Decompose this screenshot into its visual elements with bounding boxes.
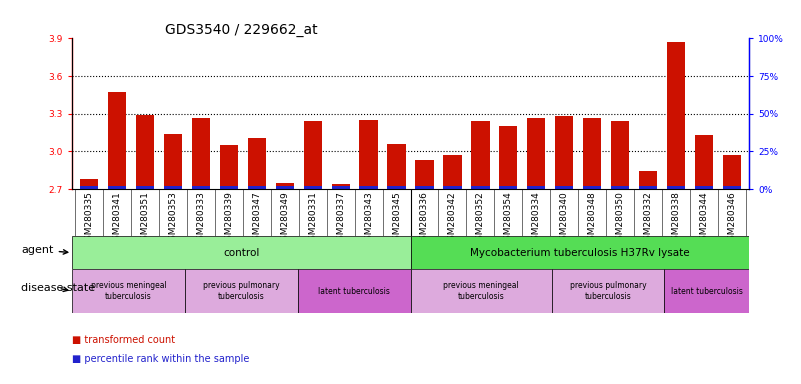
Text: control: control bbox=[223, 248, 260, 258]
Text: GSM280338: GSM280338 bbox=[672, 191, 681, 246]
Text: GSM280332: GSM280332 bbox=[644, 191, 653, 246]
Text: Mycobacterium tuberculosis H37Rv lysate: Mycobacterium tuberculosis H37Rv lysate bbox=[470, 248, 690, 258]
Text: GSM280331: GSM280331 bbox=[308, 191, 317, 246]
Bar bbox=[163, 134, 182, 189]
Bar bbox=[695, 186, 713, 189]
Bar bbox=[388, 186, 405, 189]
Text: GSM280347: GSM280347 bbox=[252, 191, 261, 246]
Bar bbox=[411, 236, 749, 270]
Bar bbox=[416, 160, 433, 189]
Bar bbox=[723, 186, 741, 189]
Text: GSM280351: GSM280351 bbox=[140, 191, 149, 246]
Bar bbox=[667, 42, 686, 189]
Text: ■ transformed count: ■ transformed count bbox=[72, 335, 175, 345]
Text: GSM280341: GSM280341 bbox=[112, 191, 121, 246]
Bar bbox=[611, 121, 630, 189]
Bar bbox=[471, 121, 489, 189]
Bar bbox=[611, 186, 630, 189]
Bar bbox=[332, 184, 350, 189]
Text: GSM280345: GSM280345 bbox=[392, 191, 401, 246]
Text: GSM280333: GSM280333 bbox=[196, 191, 205, 246]
Text: GSM280336: GSM280336 bbox=[420, 191, 429, 246]
Bar bbox=[444, 155, 461, 189]
Text: GSM280350: GSM280350 bbox=[616, 191, 625, 246]
Text: ■ percentile rank within the sample: ■ percentile rank within the sample bbox=[72, 354, 249, 364]
Text: disease state: disease state bbox=[22, 283, 95, 293]
Bar bbox=[583, 118, 602, 189]
Text: previous pulmonary
tuberculosis: previous pulmonary tuberculosis bbox=[570, 281, 646, 301]
Bar bbox=[388, 144, 405, 189]
Bar bbox=[527, 186, 545, 189]
Text: GSM280340: GSM280340 bbox=[560, 191, 569, 246]
Bar bbox=[667, 186, 686, 189]
Bar bbox=[108, 186, 126, 189]
Bar bbox=[664, 270, 749, 313]
Bar bbox=[72, 236, 411, 270]
Text: previous meningeal
tuberculosis: previous meningeal tuberculosis bbox=[91, 281, 167, 301]
Text: agent: agent bbox=[22, 245, 68, 255]
Text: GSM280337: GSM280337 bbox=[336, 191, 345, 246]
Text: GSM280348: GSM280348 bbox=[588, 191, 597, 246]
Bar bbox=[135, 115, 154, 189]
Bar bbox=[499, 186, 517, 189]
Bar bbox=[444, 186, 461, 189]
Text: GSM280339: GSM280339 bbox=[224, 191, 233, 246]
Bar bbox=[135, 186, 154, 189]
Bar bbox=[416, 186, 433, 189]
Bar bbox=[332, 186, 350, 189]
Bar bbox=[80, 179, 98, 189]
Text: GSM280334: GSM280334 bbox=[532, 191, 541, 246]
Text: GSM280346: GSM280346 bbox=[727, 191, 737, 246]
Text: GSM280352: GSM280352 bbox=[476, 191, 485, 246]
Bar bbox=[108, 93, 126, 189]
Bar bbox=[185, 270, 298, 313]
Bar bbox=[219, 186, 238, 189]
Text: previous meningeal
tuberculosis: previous meningeal tuberculosis bbox=[443, 281, 519, 301]
Bar bbox=[276, 186, 294, 189]
Bar bbox=[304, 186, 322, 189]
Bar bbox=[276, 183, 294, 189]
Bar bbox=[723, 155, 741, 189]
Bar bbox=[527, 118, 545, 189]
Bar bbox=[248, 186, 266, 189]
Text: GSM280335: GSM280335 bbox=[84, 191, 94, 246]
Bar bbox=[411, 270, 552, 313]
Bar bbox=[298, 270, 411, 313]
Bar bbox=[552, 270, 664, 313]
Text: GSM280349: GSM280349 bbox=[280, 191, 289, 246]
Bar bbox=[360, 120, 377, 189]
Text: latent tuberculosis: latent tuberculosis bbox=[670, 287, 743, 296]
Text: GSM280343: GSM280343 bbox=[364, 191, 373, 246]
Bar bbox=[639, 172, 658, 189]
Bar bbox=[304, 121, 322, 189]
Bar bbox=[555, 116, 574, 189]
Text: GSM280354: GSM280354 bbox=[504, 191, 513, 246]
Bar bbox=[191, 186, 210, 189]
Bar bbox=[499, 126, 517, 189]
Text: GSM280344: GSM280344 bbox=[700, 191, 709, 246]
Title: GDS3540 / 229662_at: GDS3540 / 229662_at bbox=[165, 23, 318, 37]
Text: GSM280353: GSM280353 bbox=[168, 191, 177, 246]
Bar bbox=[639, 186, 658, 189]
Bar bbox=[555, 186, 574, 189]
Bar bbox=[163, 186, 182, 189]
Text: GSM280342: GSM280342 bbox=[448, 191, 457, 246]
Text: latent tuberculosis: latent tuberculosis bbox=[318, 287, 390, 296]
Bar bbox=[72, 270, 185, 313]
Text: previous pulmonary
tuberculosis: previous pulmonary tuberculosis bbox=[203, 281, 280, 301]
Bar bbox=[248, 137, 266, 189]
Bar bbox=[695, 135, 713, 189]
Bar bbox=[471, 186, 489, 189]
Bar bbox=[191, 118, 210, 189]
Bar bbox=[219, 145, 238, 189]
Bar bbox=[583, 186, 602, 189]
Bar bbox=[360, 186, 377, 189]
Bar bbox=[80, 186, 98, 189]
